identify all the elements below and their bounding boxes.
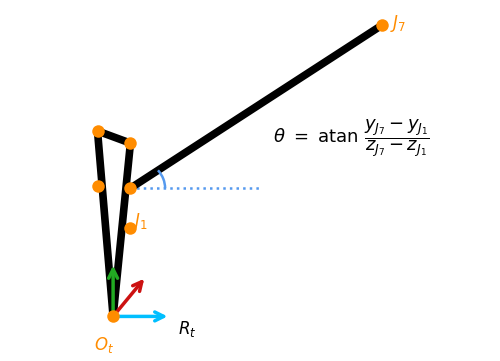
Text: $R_t$: $R_t$ <box>178 318 197 339</box>
Text: $J_7$: $J_7$ <box>390 13 406 34</box>
Text: $J_1$: $J_1$ <box>132 211 148 232</box>
Text: $\theta\ =\ \mathrm{atan}\ \dfrac{y_{J_7} - y_{J_1}}{z_{J_7} - z_{J_1}}$: $\theta\ =\ \mathrm{atan}\ \dfrac{y_{J_7… <box>272 117 430 159</box>
Text: $O_t$: $O_t$ <box>94 335 114 356</box>
